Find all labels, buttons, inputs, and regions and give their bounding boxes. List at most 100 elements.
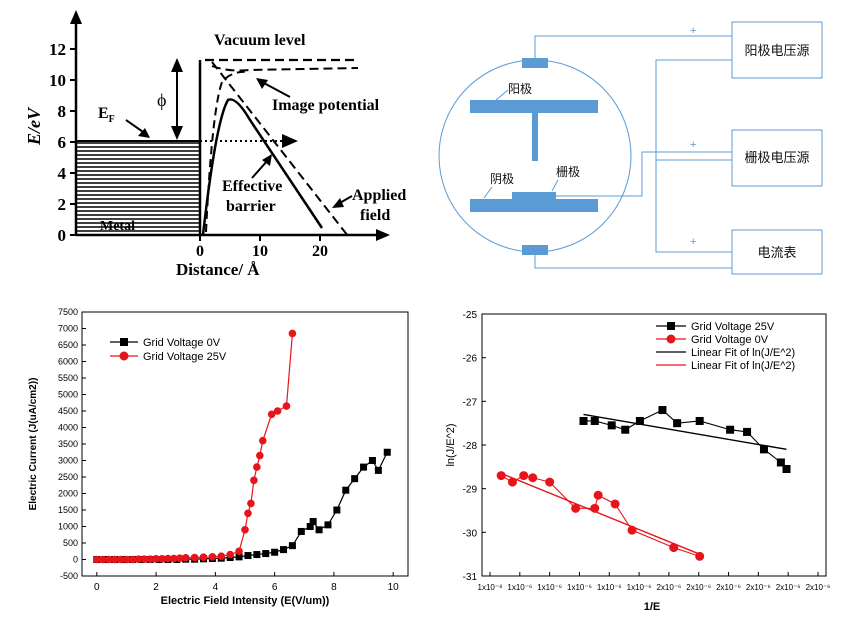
y-tick-label: 4 <box>58 164 67 183</box>
legend-marker-0v <box>120 338 128 346</box>
plus-sign-3: + <box>690 236 696 248</box>
data-point <box>759 445 768 454</box>
data-point <box>199 553 208 561</box>
data-point <box>610 499 620 509</box>
x-tick-label: 1x10⁻⁶ <box>537 583 562 592</box>
work-function-arrow-top <box>171 58 183 72</box>
fowler-nordheim-chart: -31 -30 -29 -28 -27 -26 -25 1x10⁻⁸ 1x10⁻⁶ 1x10⁻⁶… <box>445 310 831 613</box>
legend: Grid Voltage 25V Grid Voltage 0V Linear … <box>656 321 795 372</box>
data-point <box>368 457 376 464</box>
data-point <box>519 471 529 481</box>
y-tick-label: 7000 <box>58 324 78 334</box>
data-point <box>374 466 382 474</box>
data-point <box>776 458 785 467</box>
x-tick-label: 0 <box>94 582 100 593</box>
data-point <box>267 410 276 419</box>
data-point <box>250 476 258 485</box>
grid-label: 栅极 <box>556 164 580 179</box>
metal-fill <box>77 142 200 232</box>
y-tick-label: 3000 <box>58 456 78 466</box>
tube-schematic: + + + 阳极电压源 栅极电压源 电流表 阳极 阴极 栅极 <box>438 21 823 275</box>
data-point <box>271 548 279 556</box>
data-point <box>280 546 288 554</box>
data-point <box>273 407 282 415</box>
effective-label-1: Effective <box>222 178 282 195</box>
data-point <box>104 555 113 564</box>
y-tick-label: -30 <box>463 528 478 539</box>
data-point <box>288 542 296 550</box>
y-tick-label: 6500 <box>58 340 78 350</box>
y-tick-label: -29 <box>463 485 478 496</box>
data-point <box>571 503 581 513</box>
data-point <box>673 419 682 428</box>
y-tick-label: -25 <box>463 310 478 321</box>
applied-pointer-head <box>332 198 344 208</box>
vacuum-level-label: Vacuum level <box>214 32 306 49</box>
x-tick-label: 2x10⁻⁶ <box>686 583 711 592</box>
fit-line-3 <box>500 472 700 555</box>
fermi-label-arrowhead <box>138 128 150 138</box>
y-tick-label: 2500 <box>58 472 78 482</box>
x-axis-label: Distance/ Å <box>176 260 260 279</box>
legend-marker-25v <box>119 351 129 361</box>
data-point <box>695 551 705 561</box>
fermi-arrow-head <box>282 134 298 148</box>
y-tick-label: -27 <box>463 397 478 408</box>
ammeter-box <box>731 229 823 275</box>
x-tick-label: 1x10⁻⁶ <box>507 583 532 592</box>
data-point <box>669 543 679 553</box>
data-point <box>134 555 143 563</box>
data-point <box>158 555 166 563</box>
x-tick-label: 1x10⁻⁸ <box>478 583 503 592</box>
y-tick-label: 12 <box>49 40 66 59</box>
data-point <box>164 554 172 563</box>
y-tick-label: 8 <box>58 102 67 121</box>
data-point <box>140 555 149 563</box>
y-tick-label: 1000 <box>58 522 78 532</box>
data-point <box>635 416 644 425</box>
anode-source-label: 阳极电压源 <box>744 43 809 58</box>
data-point <box>315 526 323 534</box>
effective-pointer-head <box>262 154 272 166</box>
data-point <box>297 527 305 535</box>
legend-label-25v: Grid Voltage 25V <box>691 321 775 333</box>
data-point <box>181 554 190 562</box>
data-point <box>244 552 252 560</box>
data-point <box>383 448 391 456</box>
x-tick-label: 1x10⁻⁶ <box>627 583 652 592</box>
grid-source-box <box>731 129 823 187</box>
cathode-plate <box>470 199 598 212</box>
x-tick-label: 2x10⁻⁶ <box>806 583 831 592</box>
x-axis-label: Electric Field Intensity (E(V/um)) <box>161 595 330 607</box>
metal-label: Metal <box>100 219 135 234</box>
wire-anode <box>534 35 733 58</box>
legend-label-fit-black: Linear Fit of ln(J/E^2) <box>691 347 795 359</box>
image-potential-label: Image potential <box>272 97 380 114</box>
data-point <box>152 555 160 563</box>
cathode-label-arrow <box>483 186 493 199</box>
x-tick-label: 0 <box>196 243 204 260</box>
anode-stem <box>532 113 538 161</box>
effective-label-2: barrier <box>226 198 276 215</box>
data-point <box>496 471 506 481</box>
applied-label-2: field <box>360 207 390 224</box>
legend-label-25v: Grid Voltage 25V <box>143 351 227 363</box>
x-tick-label: 1x10⁻⁶ <box>567 583 592 592</box>
anode-plate <box>470 100 598 113</box>
vacuum-level-line-2 <box>211 65 359 72</box>
wire-grid <box>550 151 732 197</box>
data-point <box>190 553 199 562</box>
x-tick-label: 2x10⁻⁶ <box>656 583 681 592</box>
data-point <box>170 554 178 563</box>
data-point <box>324 521 332 529</box>
x-tick-label: 10 <box>388 582 400 593</box>
data-point <box>726 425 735 434</box>
x-tick-label: 2x10⁻⁶ <box>716 583 741 592</box>
data-point <box>351 475 359 483</box>
grid-label-arrow <box>551 179 559 192</box>
image-potential-pointer-head <box>256 78 268 89</box>
data-point <box>342 486 350 494</box>
data-point <box>208 553 217 561</box>
y-tick-label: 500 <box>63 538 78 548</box>
legend-label-0v: Grid Voltage 0V <box>143 337 221 349</box>
